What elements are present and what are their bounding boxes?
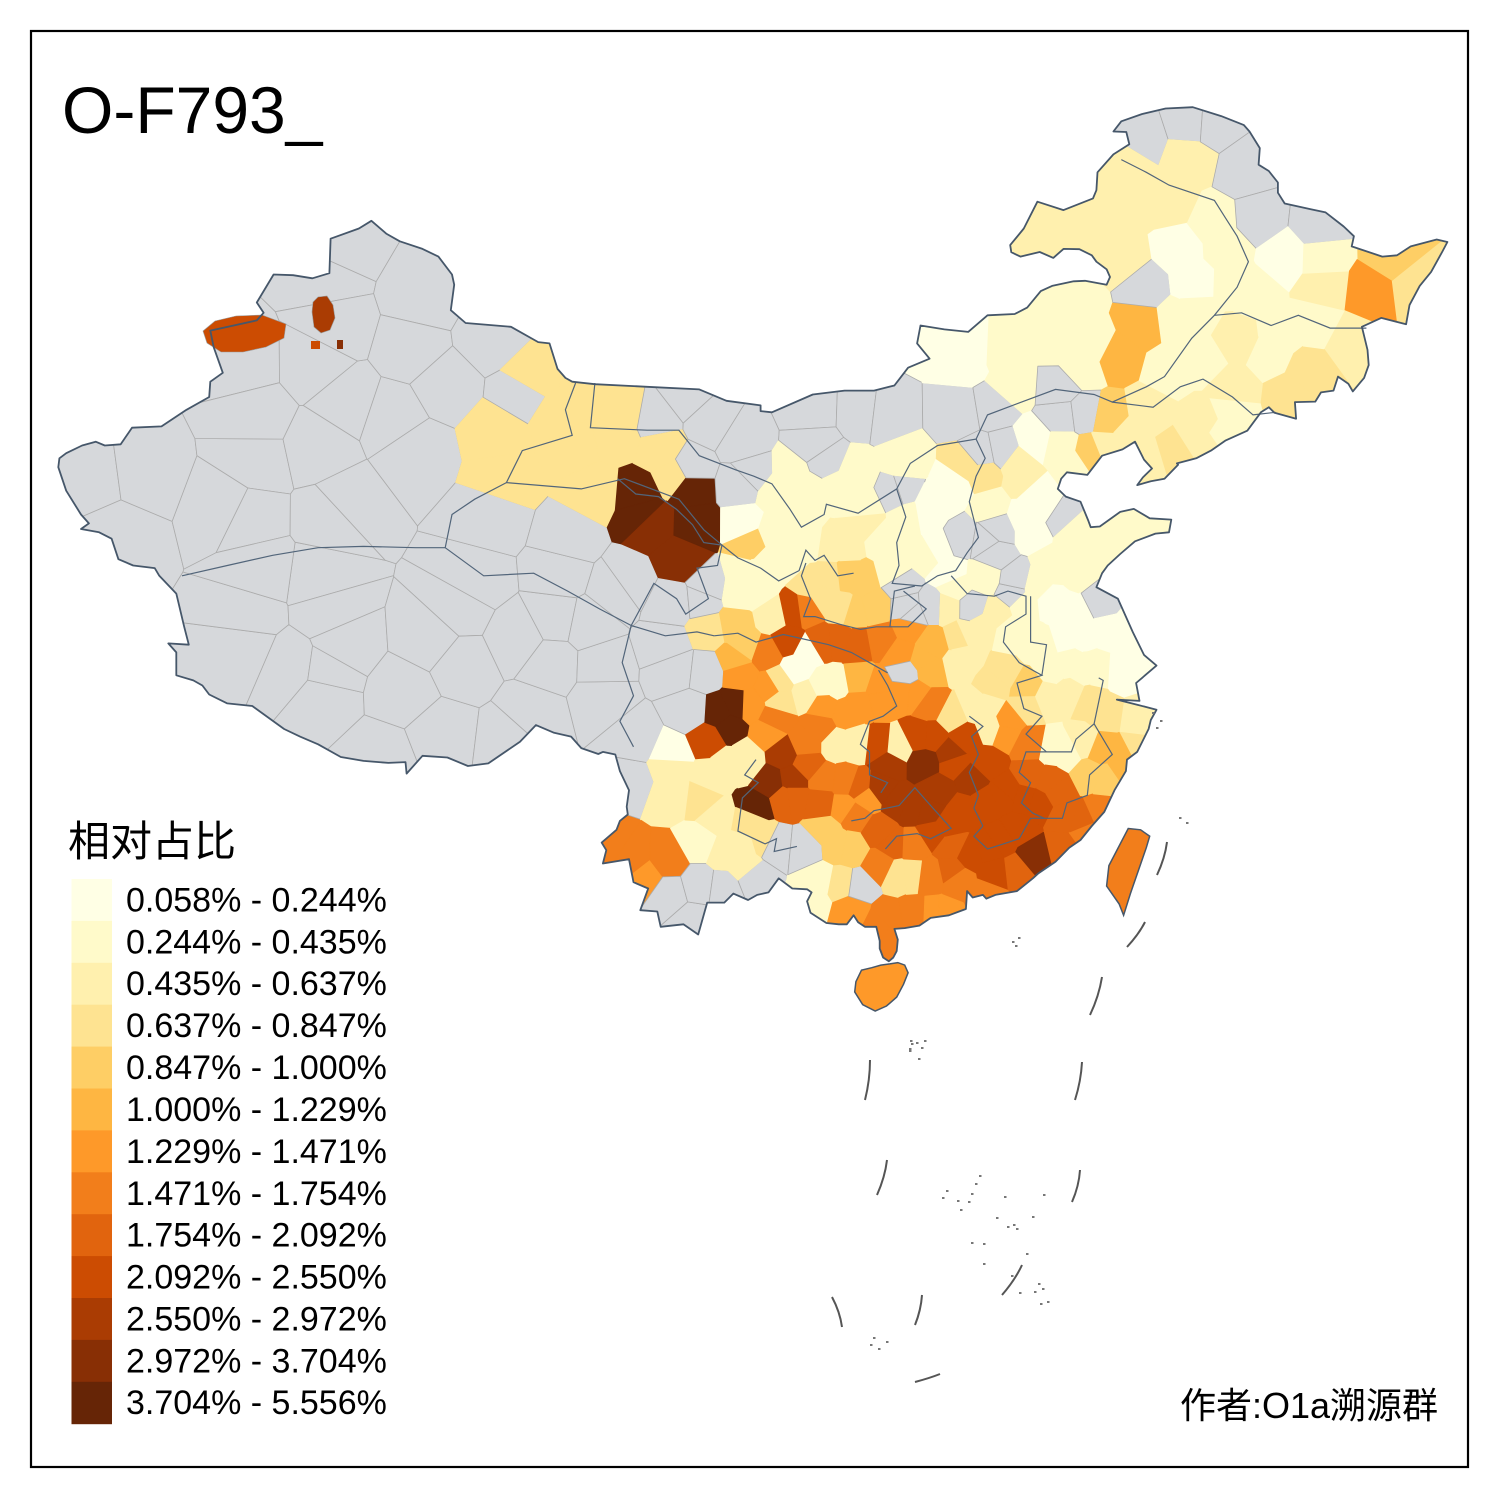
svg-text:0.435% - 0.637%: 0.435% - 0.637% <box>126 965 387 1003</box>
svg-text:1.000% - 1.229%: 1.000% - 1.229% <box>126 1091 387 1129</box>
svg-text:作者:O1a溯源群: 作者:O1a溯源群 <box>1180 1385 1438 1426</box>
svg-text:1.754% - 2.092%: 1.754% - 2.092% <box>126 1217 387 1255</box>
svg-text:3.704% - 5.556%: 3.704% - 5.556% <box>126 1384 387 1422</box>
svg-text:2.550% - 2.972%: 2.550% - 2.972% <box>126 1301 387 1339</box>
svg-text:1.471% - 1.754%: 1.471% - 1.754% <box>126 1175 387 1213</box>
svg-text:0.637% - 0.847%: 0.637% - 0.847% <box>126 1007 387 1045</box>
svg-text:相对占比: 相对占比 <box>68 818 236 865</box>
svg-text:0.847% - 1.000%: 0.847% - 1.000% <box>126 1049 387 1087</box>
svg-text:0.244% - 0.435%: 0.244% - 0.435% <box>126 923 387 961</box>
svg-text:0.058% - 0.244%: 0.058% - 0.244% <box>126 882 387 920</box>
svg-text:2.092% - 2.550%: 2.092% - 2.550% <box>126 1259 387 1297</box>
svg-text:O-F793_: O-F793_ <box>62 73 324 147</box>
svg-text:1.229% - 1.471%: 1.229% - 1.471% <box>126 1133 387 1171</box>
svg-text:2.972% - 3.704%: 2.972% - 3.704% <box>126 1342 387 1380</box>
